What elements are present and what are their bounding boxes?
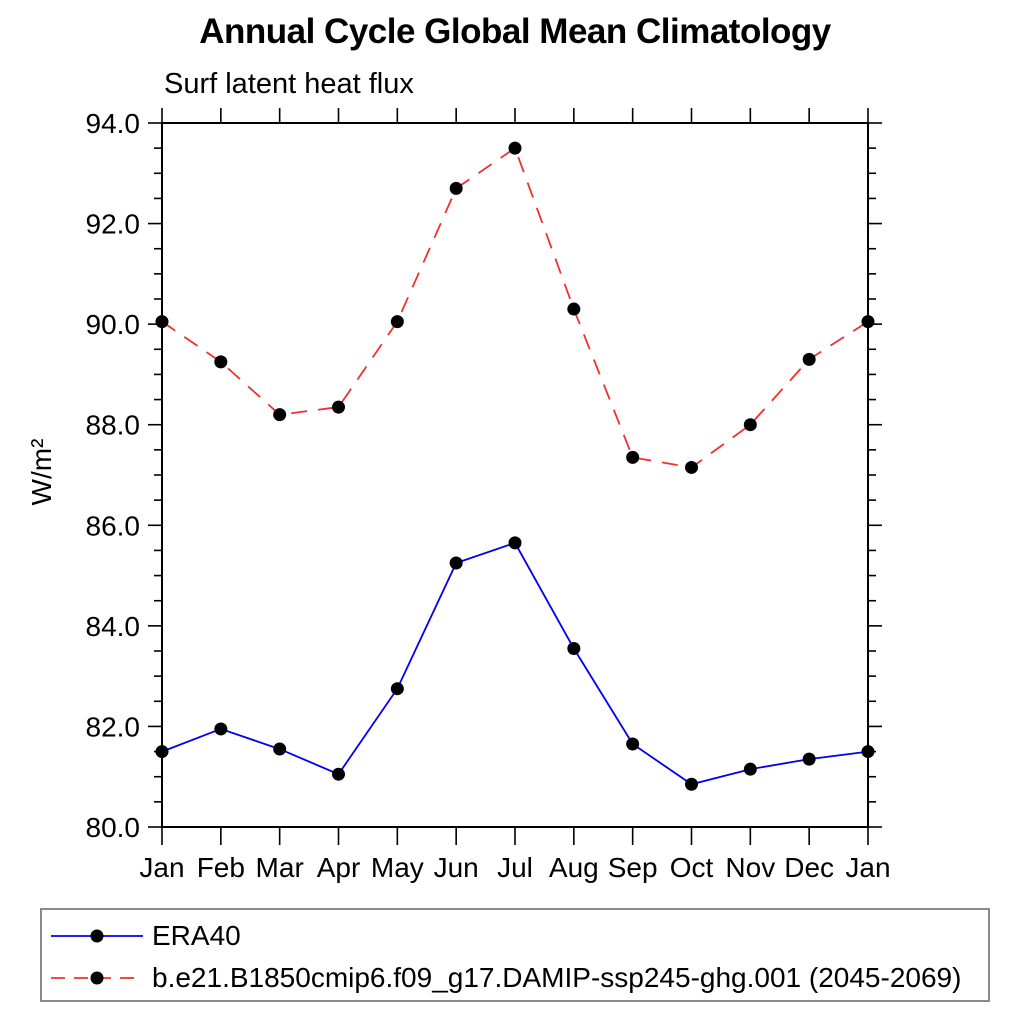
x-axis-tick-label: Jan	[139, 852, 184, 883]
x-axis-tick-label: Oct	[670, 852, 714, 883]
y-axis-tick-label: 84.0	[86, 611, 141, 642]
y-axis-tick-label: 82.0	[86, 711, 141, 742]
y-axis-tick-label: 92.0	[86, 209, 141, 240]
data-point-marker	[567, 641, 581, 655]
x-axis-tick-label: Jan	[845, 852, 890, 883]
data-point-marker	[214, 722, 228, 736]
data-point-marker	[155, 745, 169, 759]
data-point-marker	[273, 742, 287, 756]
x-axis-tick-label: Apr	[317, 852, 361, 883]
x-axis-tick-label: Mar	[256, 852, 304, 883]
data-point-marker	[861, 315, 875, 329]
chart-subtitle: Surf latent heat flux	[164, 68, 414, 100]
data-point-marker	[685, 777, 698, 791]
x-axis-tick-label: Jul	[497, 852, 533, 883]
data-point-marker	[332, 767, 345, 781]
series-1-markers	[155, 141, 875, 474]
data-point-marker	[743, 418, 757, 432]
data-point-marker	[626, 450, 640, 464]
data-point-marker	[802, 352, 816, 366]
data-point-marker	[273, 408, 287, 422]
x-axis-tick-label: Jun	[434, 852, 479, 883]
legend-label-era40: ERA40	[152, 920, 241, 951]
x-axis-tick-label: Nov	[725, 852, 775, 883]
y-axis-tick-label: 80.0	[86, 812, 141, 843]
series-1-line	[161, 146, 869, 469]
legend-box: ERA40 b.e21.B1850cmip6.f09_g17.DAMIP-ssp…	[40, 908, 990, 1002]
y-axis-minor-ticks	[154, 147, 876, 803]
y-axis-tick-labels: 80.0 82.0 84.0 86.0 88.0 90.0 92.0 94.0	[86, 108, 141, 843]
data-point-marker	[626, 737, 640, 751]
x-axis-tick-label: Feb	[197, 852, 245, 883]
data-point-marker	[390, 315, 404, 329]
plot-frame	[161, 122, 869, 828]
x-axis-tick-label: Dec	[784, 852, 834, 883]
data-point-marker	[214, 355, 228, 369]
data-point-marker	[685, 460, 698, 474]
series-0-line	[161, 541, 869, 786]
x-axis-tick-labels: Jan Feb Mar Apr May Jun Jul Aug Sep Oct Nov Dec Jan	[139, 852, 890, 883]
series-0-markers	[155, 536, 875, 791]
data-point-marker	[508, 536, 522, 550]
data-point-marker	[861, 745, 875, 759]
legend-line-sample-dashed	[51, 971, 143, 985]
legend-line-sample-solid	[51, 929, 143, 943]
data-point-marker	[508, 141, 522, 155]
data-point-marker	[390, 682, 404, 696]
y-axis-tick-label: 94.0	[86, 108, 141, 139]
data-point-marker	[449, 556, 463, 570]
x-axis-ticks	[161, 108, 869, 845]
data-point-marker	[567, 302, 581, 316]
legend-row-model: b.e21.B1850cmip6.f09_g17.DAMIP-ssp245-gh…	[47, 962, 961, 994]
legend-row-era40: ERA40	[47, 920, 241, 952]
data-point-marker	[743, 762, 757, 776]
data-point-marker	[802, 752, 816, 766]
legend-label-model: b.e21.B1850cmip6.f09_g17.DAMIP-ssp245-gh…	[152, 962, 962, 993]
x-axis-tick-label: May	[371, 852, 424, 883]
y-axis-major-ticks	[148, 122, 882, 828]
legend-marker-dot	[90, 929, 104, 943]
y-axis-tick-label: 86.0	[86, 510, 141, 541]
data-point-marker	[332, 400, 345, 414]
y-axis-tick-label: 88.0	[86, 410, 141, 441]
data-point-marker	[155, 315, 169, 329]
y-axis-tick-label: 90.0	[86, 309, 141, 340]
legend-marker-dot	[90, 971, 104, 985]
data-point-marker	[449, 181, 463, 195]
x-axis-tick-label: Aug	[549, 852, 599, 883]
chart-title: Annual Cycle Global Mean Climatology	[199, 12, 831, 51]
x-axis-tick-label: Sep	[608, 852, 658, 883]
